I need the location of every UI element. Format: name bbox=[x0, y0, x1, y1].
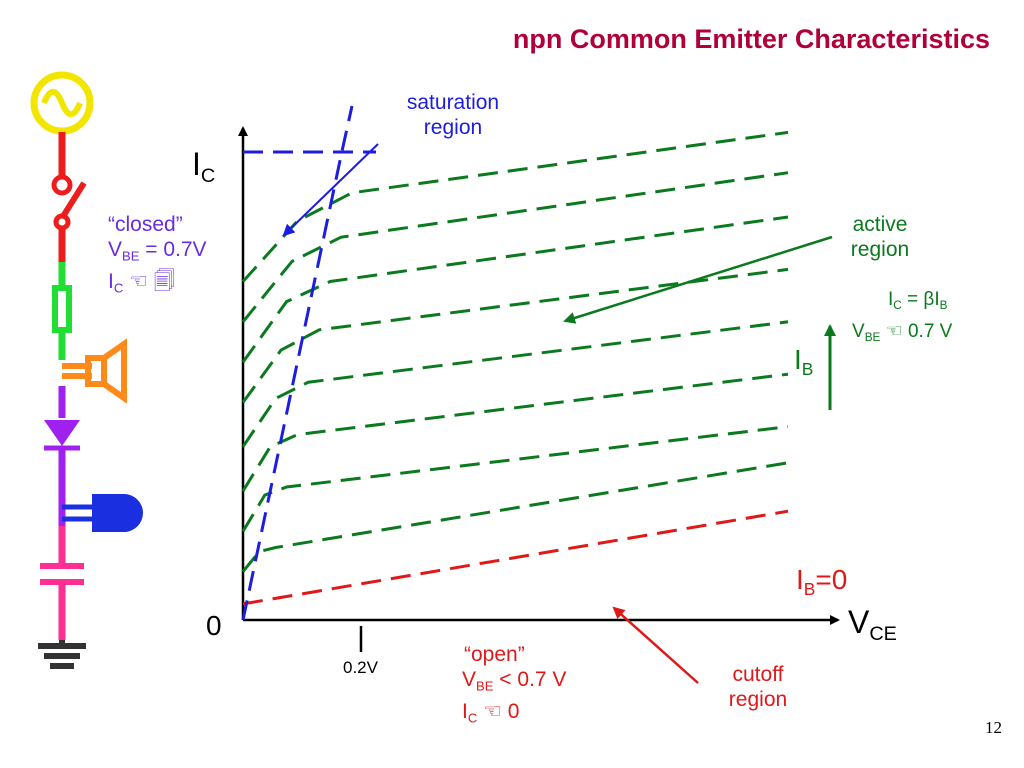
page-title: npn Common Emitter Characteristics bbox=[512, 24, 990, 54]
saturation-label-line2: region bbox=[423, 116, 483, 139]
active-region-label: active region bbox=[840, 212, 920, 262]
page-number: 12 bbox=[985, 718, 1002, 737]
curve-ib-2 bbox=[241, 425, 789, 533]
saturation-region-label: saturation region bbox=[398, 90, 508, 140]
curve-ib-zero bbox=[242, 509, 789, 606]
active-arrow bbox=[563, 235, 833, 324]
ib-zero-label: IB=0 bbox=[796, 564, 848, 600]
tick-label-0.2v: 0.2V bbox=[343, 658, 378, 677]
saturation-boundary bbox=[241, 105, 354, 621]
vbe-closed-eq: VBE = 0.7V bbox=[108, 238, 207, 264]
vbe-open-eq: VBE < 0.7 V bbox=[462, 668, 567, 694]
curve-ib-8 bbox=[241, 130, 789, 283]
cutoff-label-line1: cutoff bbox=[732, 663, 784, 686]
cutoff-region-label: cutoff region bbox=[718, 662, 798, 712]
capacitor-icon bbox=[40, 526, 84, 640]
characteristic-curves bbox=[241, 130, 789, 606]
curve-ib-6 bbox=[241, 215, 789, 363]
saturation-note: “closed” VBE = 0.7V IC ☜ 🗐 bbox=[108, 212, 207, 300]
saturation-arrow bbox=[282, 143, 379, 237]
saturation-label-line1: saturation bbox=[406, 91, 500, 114]
y-axis-label: IC bbox=[192, 146, 216, 187]
curve-ib-5 bbox=[241, 267, 789, 404]
active-label-line1: active bbox=[852, 213, 908, 236]
led-icon bbox=[62, 494, 143, 532]
cutoff-label-line2: region bbox=[728, 688, 788, 711]
curve-ib-3 bbox=[241, 372, 789, 492]
curve-ib-7 bbox=[241, 171, 789, 323]
ic-beta-eq: IC = βIB bbox=[888, 289, 948, 313]
ground-icon bbox=[38, 640, 86, 669]
ic-closed-eq: IC ☜ 🗐 bbox=[108, 269, 175, 296]
ic-open-eq: IC ☜ 0 bbox=[462, 699, 520, 726]
curve-ib-4 bbox=[241, 320, 789, 448]
switch-icon bbox=[51, 132, 87, 262]
cutoff-note: “open” VBE < 0.7 V IC ☜ 0 bbox=[462, 642, 566, 730]
active-label-line2: region bbox=[850, 238, 910, 261]
x-axis-label: VCE bbox=[848, 604, 897, 645]
curve-ib-1 bbox=[241, 461, 789, 573]
ac-source-icon bbox=[30, 71, 94, 135]
closed-note: “closed” bbox=[108, 213, 183, 236]
origin-label: 0 bbox=[206, 610, 222, 641]
ib-label: IB bbox=[794, 344, 814, 380]
diode-icon bbox=[44, 386, 80, 526]
speaker-icon bbox=[62, 338, 127, 404]
resistor-icon bbox=[52, 262, 72, 360]
vbe-active-eq: VBE ☜ 0.7 V bbox=[852, 321, 953, 345]
open-note: “open” bbox=[464, 643, 525, 666]
circuit-strip bbox=[30, 71, 143, 669]
cutoff-arrow bbox=[612, 606, 699, 684]
